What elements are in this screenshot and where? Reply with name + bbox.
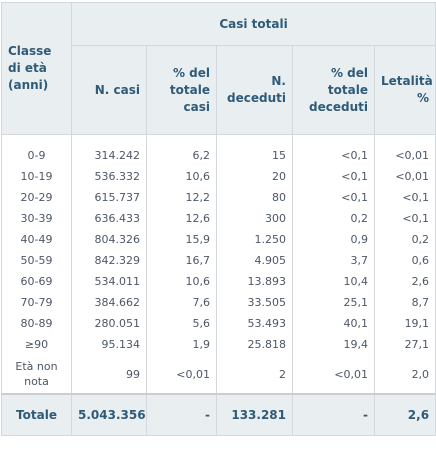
cell: 19,4	[292, 334, 375, 355]
cell: 20	[216, 166, 293, 187]
table-row: 70-79 384.662 7,6 33.505 25,1 8,7	[1, 292, 436, 313]
cell: 15	[216, 134, 293, 166]
cell: 534.011	[71, 271, 147, 292]
table-header: Classe di età (anni) Casi totali N. casi…	[1, 2, 436, 135]
table-body: 0-9 314.242 6,2 15 <0,1 <0,01 10-19 536.332 10,6…	[1, 134, 436, 394]
cell: 536.332	[71, 166, 147, 187]
table-row: 10-19 536.332 10,6 20 <0,1 <0,01	[1, 166, 436, 187]
table-row: 0-9 314.242 6,2 15 <0,1 <0,01	[1, 134, 436, 166]
cell: 99	[71, 355, 147, 394]
cell: 615.737	[71, 187, 147, 208]
table-row: 20-29 615.737 12,2 80 <0,1 <0,1	[1, 187, 436, 208]
cell: <0,01	[146, 355, 217, 394]
cell: 2,0	[373, 355, 436, 394]
cell: 25.818	[216, 334, 293, 355]
age-class: Età non nota	[1, 355, 72, 394]
age-class: 30-39	[1, 208, 72, 229]
table-row: 40-49 804.326 15,9 1.250 0,9 0,2	[1, 229, 436, 250]
cell: 0,2	[373, 229, 436, 250]
cell: <0,1	[292, 134, 375, 166]
cell: <0,01	[292, 355, 375, 394]
cell: 33.505	[216, 292, 293, 313]
cell: 384.662	[71, 292, 147, 313]
cell: 300	[216, 208, 293, 229]
cell: 1,9	[146, 334, 217, 355]
cell: 16,7	[146, 250, 217, 271]
cell: 19,1	[373, 313, 436, 334]
cell: 4.905	[216, 250, 293, 271]
header-row: Classe di età (anni) Casi totali	[1, 2, 436, 135]
cell: 3,7	[292, 250, 375, 271]
cell: 842.329	[71, 250, 147, 271]
cell: <0,01	[373, 166, 436, 187]
table-row: 30-39 636.433 12,6 300 0,2 <0,1	[1, 208, 436, 229]
cell: <0,1	[292, 187, 375, 208]
cell: 7,6	[146, 292, 217, 313]
cell: 10,6	[146, 166, 217, 187]
cell: 0,6	[373, 250, 436, 271]
total-cell: 5.043.356	[71, 393, 147, 436]
cell: 27,1	[373, 334, 436, 355]
cell: 804.326	[71, 229, 147, 250]
age-class: 60-69	[1, 271, 72, 292]
cell: <0,1	[292, 166, 375, 187]
cell: 15,9	[146, 229, 217, 250]
column-header: N. deceduti	[216, 45, 293, 135]
cell: 0,2	[292, 208, 375, 229]
cell: 2	[216, 355, 293, 394]
group-header: Casi totali	[70, 2, 436, 46]
cell: 0,9	[292, 229, 375, 250]
cell: 40,1	[292, 313, 375, 334]
cell: 95.134	[71, 334, 147, 355]
column-header: Letalità %	[373, 45, 436, 135]
cell: 5,6	[146, 313, 217, 334]
age-class: 20-29	[1, 187, 72, 208]
age-class: 40-49	[1, 229, 72, 250]
cell: 13.893	[216, 271, 293, 292]
total-cell: 2,6	[373, 393, 436, 436]
table-row: ≥90 95.134 1,9 25.818 19,4 27,1	[1, 334, 436, 355]
table-row: 50-59 842.329 16,7 4.905 3,7 0,6	[1, 250, 436, 271]
cell: <0,01	[373, 134, 436, 166]
total-label: Totale	[1, 393, 72, 436]
cell: 80	[216, 187, 293, 208]
total-row: Totale 5.043.356-133.281-2,6	[1, 393, 436, 436]
data-table: Classe di età (anni) Casi totali N. casi…	[1, 2, 436, 436]
age-class: 50-59	[1, 250, 72, 271]
age-class: 80-89	[1, 313, 72, 334]
cell: 2,6	[373, 271, 436, 292]
total-cell: -	[292, 393, 375, 436]
age-class: 10-19	[1, 166, 72, 187]
cell: 636.433	[71, 208, 147, 229]
cell: 10,6	[146, 271, 217, 292]
total-cell: 133.281	[216, 393, 293, 436]
table-row: Età non nota 99 <0,01 2 <0,01 2,0	[1, 355, 436, 394]
cell: 12,6	[146, 208, 217, 229]
cell: 280.051	[71, 313, 147, 334]
cell: 10,4	[292, 271, 375, 292]
cell: 1.250	[216, 229, 293, 250]
cell: <0,1	[373, 187, 436, 208]
cell: 6,2	[146, 134, 217, 166]
cell: 8,7	[373, 292, 436, 313]
column-header: Classe di età (anni)	[1, 2, 72, 135]
age-class: ≥90	[1, 334, 72, 355]
age-class: 0-9	[1, 134, 72, 166]
cell: 25,1	[292, 292, 375, 313]
table-row: 80-89 280.051 5,6 53.493 40,1 19,1	[1, 313, 436, 334]
cell: 53.493	[216, 313, 293, 334]
column-header: % del totale deceduti	[292, 45, 375, 135]
column-header: N. casi	[71, 45, 147, 135]
table-footer: Totale 5.043.356-133.281-2,6	[1, 393, 436, 436]
column-header: % del totale casi	[146, 45, 217, 135]
cell: 314.242	[71, 134, 147, 166]
total-cell: -	[146, 393, 217, 436]
header-row: N. casi% del totale casi N. deceduti% del…	[2, 45, 436, 135]
age-class: 70-79	[1, 292, 72, 313]
cell: <0,1	[373, 208, 436, 229]
cell: 12,2	[146, 187, 217, 208]
table-row: 60-69 534.011 10,6 13.893 10,4 2,6	[1, 271, 436, 292]
